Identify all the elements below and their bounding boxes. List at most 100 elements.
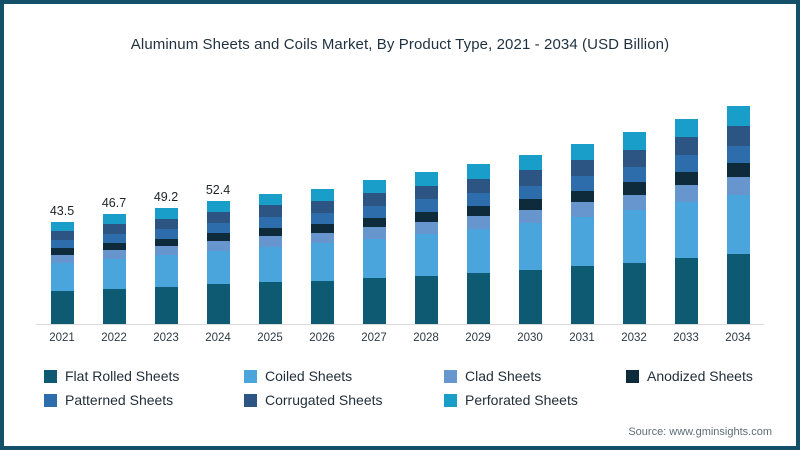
- bar-segment-corrugated-sheets: [726, 126, 750, 146]
- bar-segment-flat-rolled-sheets: [50, 291, 74, 324]
- bar-segment-corrugated-sheets: [414, 185, 438, 200]
- bar-column: 49.2: [140, 94, 192, 324]
- bar-segment-corrugated-sheets: [518, 170, 542, 186]
- legend: Flat Rolled Sheets Coiled Sheets Clad Shee…: [44, 368, 768, 408]
- bar-segment-perforated-sheets: [206, 200, 230, 212]
- legend-swatch: [444, 393, 457, 407]
- legend-item-coiled-sheets: Coiled Sheets: [244, 368, 444, 384]
- legend-label: Flat Rolled Sheets: [65, 368, 180, 384]
- bar-segment-patterned-sheets: [570, 176, 594, 191]
- bar-segment-patterned-sheets: [466, 193, 490, 206]
- bar-segment-patterned-sheets: [362, 206, 386, 218]
- bar-segment-patterned-sheets: [206, 222, 230, 233]
- bar-column: 52.4: [192, 94, 244, 324]
- bar-segment-coiled-sheets: [362, 238, 386, 279]
- legend-swatch: [44, 369, 57, 383]
- legend-swatch: [244, 393, 257, 407]
- plot-area: 43.5 46.7 49.2 52.4: [36, 94, 764, 324]
- source-text: Source: www.gminsights.com: [628, 426, 772, 438]
- bar-segment-coiled-sheets: [518, 223, 542, 270]
- bar-segment-clad-sheets: [466, 216, 490, 229]
- x-axis-label: 2027: [361, 332, 387, 344]
- stacked-bar: [622, 132, 646, 324]
- stacked-bar: [466, 164, 490, 324]
- bar-column: [452, 94, 504, 324]
- bar-segment-clad-sheets: [362, 227, 386, 239]
- bar-column: 43.5: [36, 94, 88, 324]
- bar-segment-flat-rolled-sheets: [414, 275, 438, 324]
- bar-column: [660, 94, 712, 324]
- bar-segment-anodized-sheets: [362, 217, 386, 228]
- bar-segment-flat-rolled-sheets: [622, 262, 646, 324]
- bar-segment-anodized-sheets: [726, 163, 750, 178]
- legend-item-corrugated-sheets: Corrugated Sheets: [244, 392, 444, 408]
- bar-segment-patterned-sheets: [518, 185, 542, 199]
- legend-label: Coiled Sheets: [265, 368, 353, 384]
- bar-segment-corrugated-sheets: [102, 224, 126, 235]
- bar-segment-patterned-sheets: [674, 155, 698, 172]
- bar-segment-coiled-sheets: [310, 243, 334, 281]
- x-axis-line: [36, 324, 764, 325]
- bar-segment-clad-sheets: [518, 210, 542, 224]
- bar-segment-clad-sheets: [622, 194, 646, 210]
- bar-segment-clad-sheets: [50, 254, 74, 264]
- legend-item-patterned-sheets: Patterned Sheets: [44, 392, 244, 408]
- stacked-bar: [674, 118, 698, 324]
- bar-segment-perforated-sheets: [726, 106, 750, 127]
- bar-segment-corrugated-sheets: [362, 193, 386, 207]
- bar-segment-coiled-sheets: [258, 246, 282, 283]
- stacked-bar: [726, 106, 750, 324]
- bar-segment-anodized-sheets: [466, 205, 490, 217]
- stacked-bar: [362, 180, 386, 324]
- bar-segment-anodized-sheets: [258, 227, 282, 237]
- bar-segment-flat-rolled-sheets: [674, 258, 698, 324]
- legend-swatch: [444, 369, 457, 383]
- x-axis-label: 2025: [257, 332, 283, 344]
- bar-segment-coiled-sheets: [154, 255, 178, 287]
- stacked-bar: [50, 221, 74, 324]
- x-axis-label: 2021: [49, 332, 75, 344]
- bar-total-label: 43.5: [49, 203, 75, 218]
- bar-column: [504, 94, 556, 324]
- bar-segment-flat-rolled-sheets: [310, 280, 334, 324]
- legend-item-perforated-sheets: Perforated Sheets: [444, 392, 626, 408]
- bar-segment-anodized-sheets: [310, 223, 334, 233]
- legend-item-flat-rolled-sheets: Flat Rolled Sheets: [44, 368, 244, 384]
- bar-segment-perforated-sheets: [362, 180, 386, 194]
- bar-segment-perforated-sheets: [414, 171, 438, 186]
- bar-segment-perforated-sheets: [466, 164, 490, 179]
- bar-segment-anodized-sheets: [102, 242, 126, 250]
- legend-swatch: [44, 393, 57, 407]
- bar-segment-anodized-sheets: [50, 248, 74, 255]
- x-axis-label: 2024: [205, 332, 231, 344]
- legend-swatch: [626, 369, 639, 383]
- bar-segment-coiled-sheets: [726, 194, 750, 255]
- bar-segment-coiled-sheets: [102, 258, 126, 289]
- bar-segment-perforated-sheets: [570, 143, 594, 160]
- legend-label: Clad Sheets: [465, 368, 542, 384]
- bar-segment-flat-rolled-sheets: [102, 288, 126, 324]
- bar-segment-patterned-sheets: [414, 199, 438, 212]
- bar-segment-corrugated-sheets: [258, 205, 282, 218]
- bar-segment-coiled-sheets: [674, 201, 698, 259]
- bar-segment-flat-rolled-sheets: [154, 287, 178, 324]
- legend-swatch: [244, 369, 257, 383]
- bar-segment-clad-sheets: [570, 202, 594, 217]
- x-axis-label: 2029: [465, 332, 491, 344]
- bar-segment-anodized-sheets: [622, 182, 646, 195]
- bar-segment-clad-sheets: [414, 221, 438, 234]
- bar-segment-corrugated-sheets: [310, 200, 334, 214]
- bar-segment-perforated-sheets: [102, 214, 126, 225]
- bar-column: [712, 94, 764, 324]
- bar-segment-perforated-sheets: [258, 193, 282, 206]
- legend-label: Perforated Sheets: [465, 392, 578, 408]
- bar-segment-perforated-sheets: [310, 188, 334, 201]
- legend-label: Corrugated Sheets: [265, 392, 383, 408]
- bar-total-label: 49.2: [153, 190, 179, 205]
- stacked-bar: [258, 193, 282, 324]
- x-axis-label: 2033: [673, 332, 699, 344]
- stacked-bar: [518, 154, 542, 324]
- legend-label: Patterned Sheets: [65, 392, 174, 408]
- bar-segment-coiled-sheets: [206, 250, 230, 285]
- x-axis-label: 2030: [517, 332, 543, 344]
